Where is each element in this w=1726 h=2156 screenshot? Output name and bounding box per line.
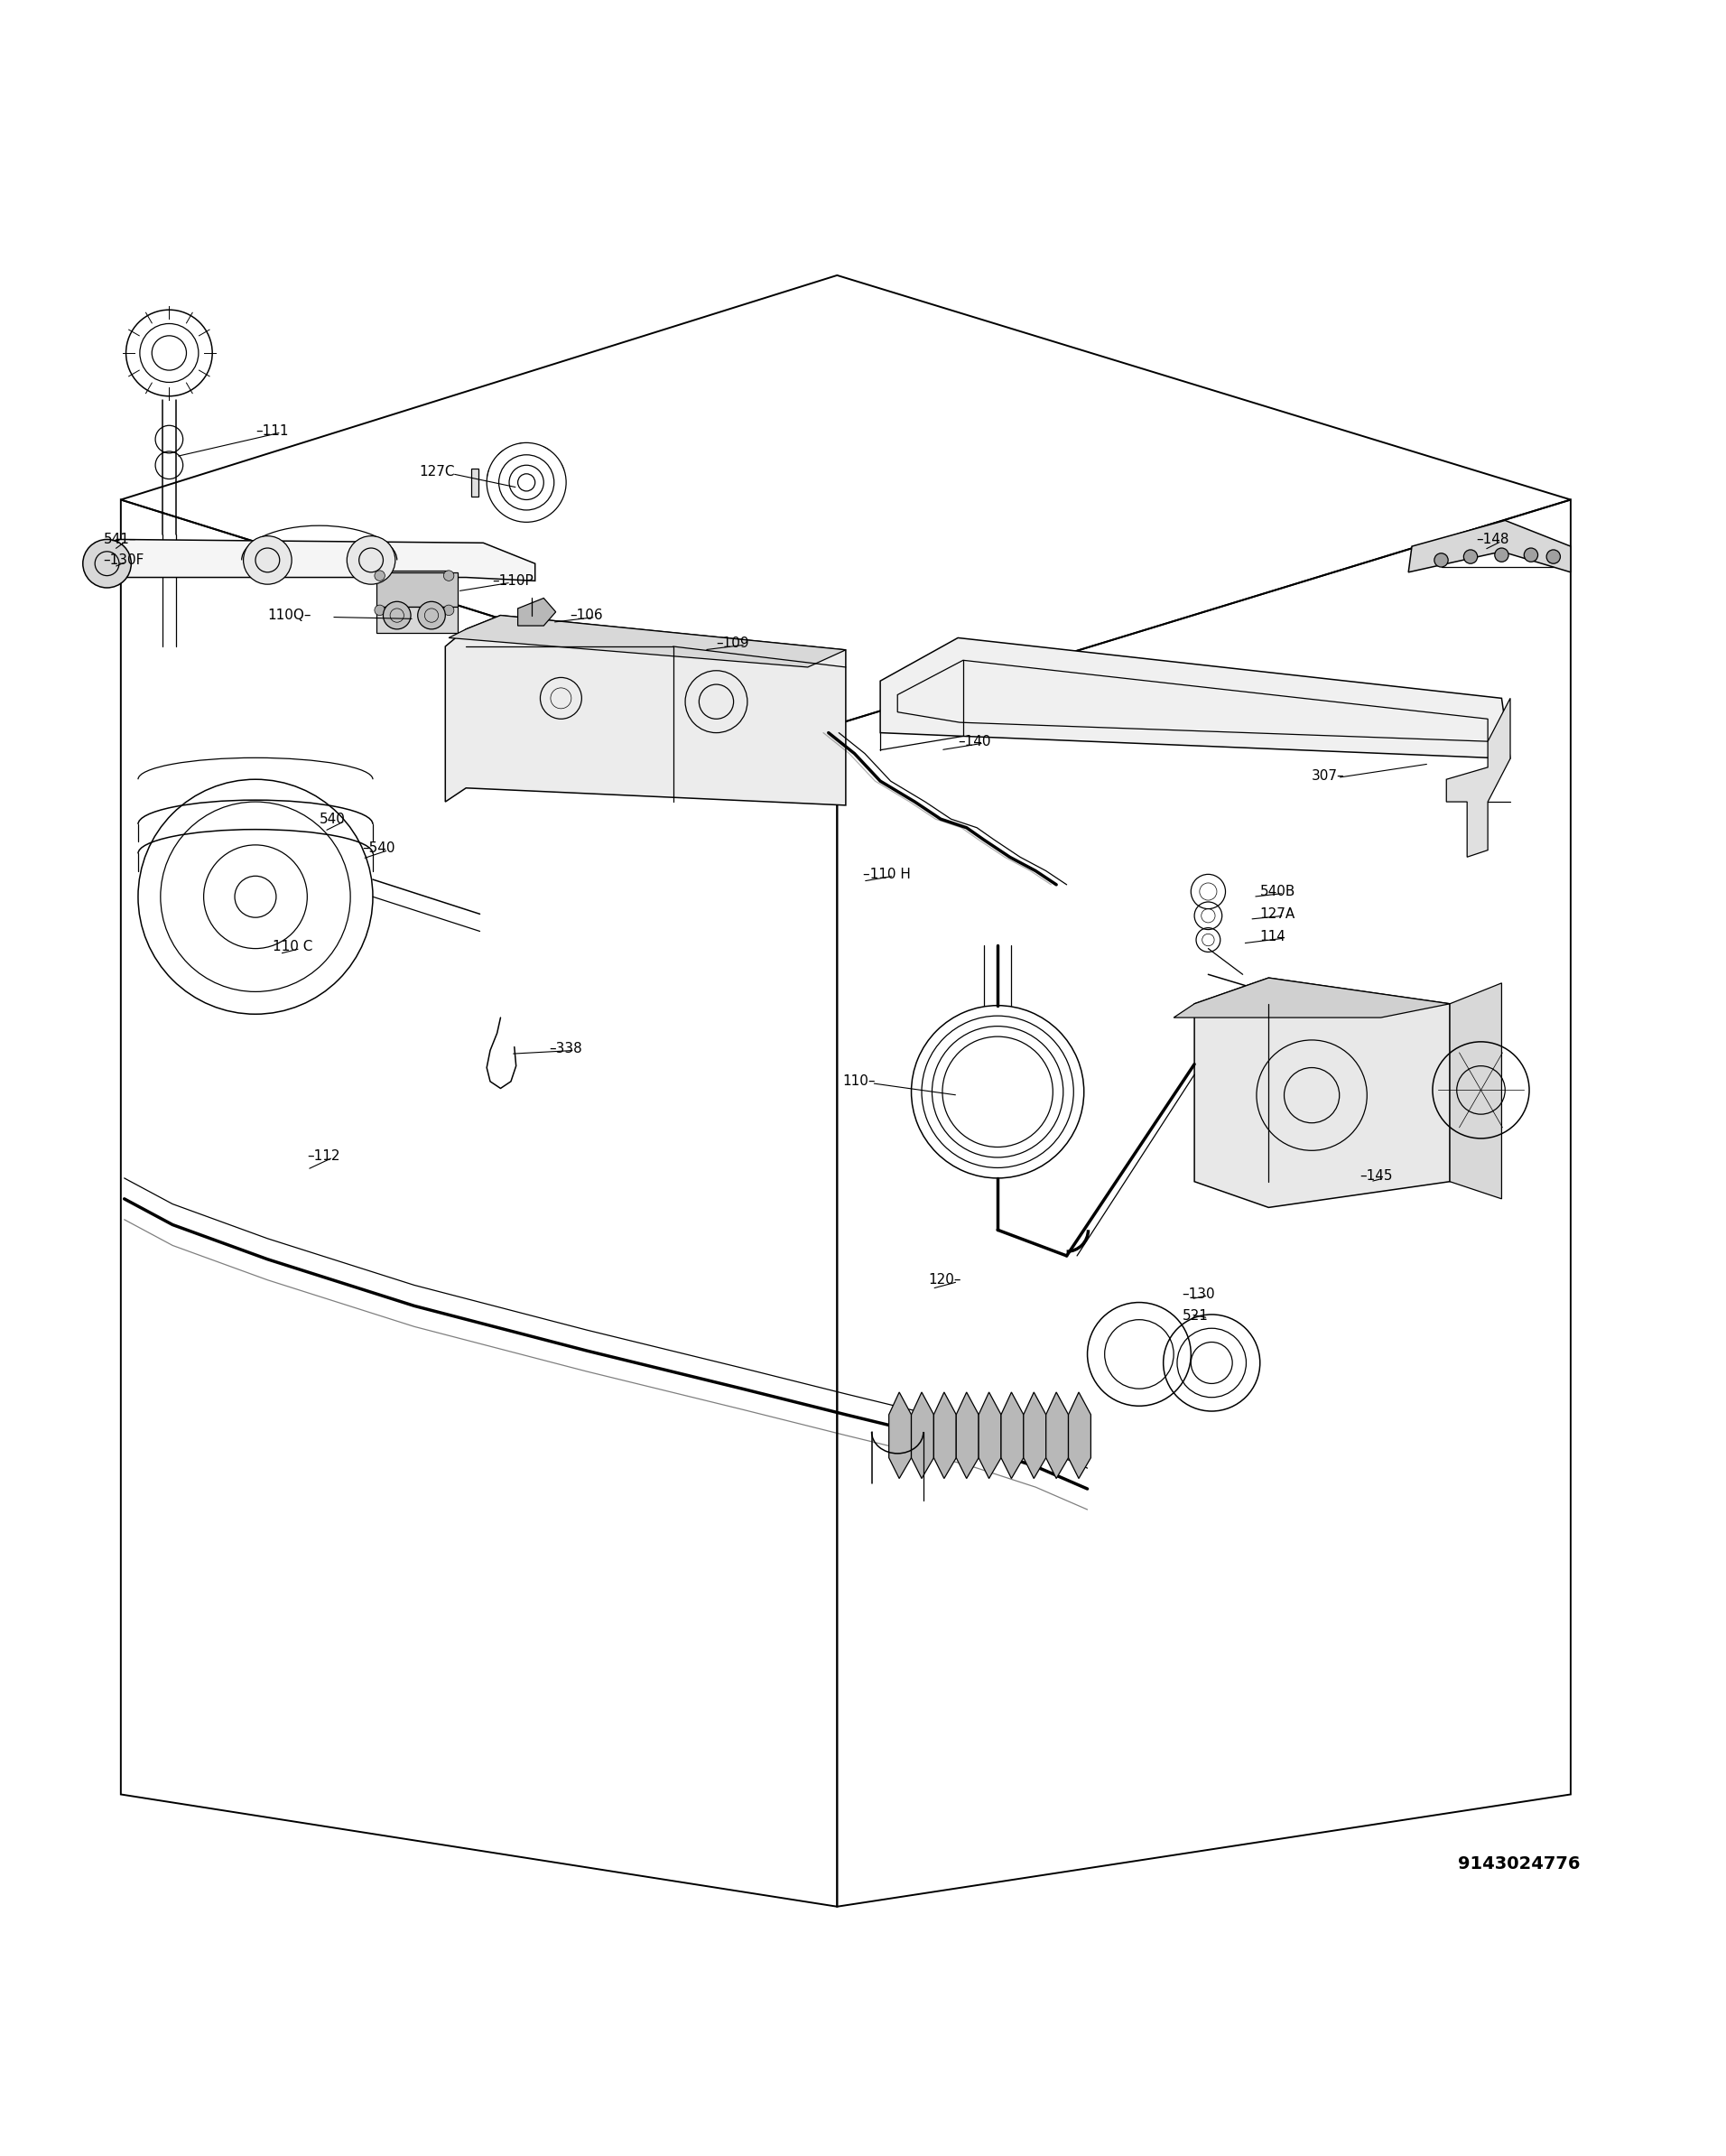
Circle shape (1546, 550, 1560, 563)
Circle shape (383, 602, 411, 630)
Polygon shape (979, 1393, 1001, 1479)
Polygon shape (380, 606, 449, 614)
Polygon shape (376, 571, 457, 606)
Text: 541–: 541– (104, 533, 136, 545)
Polygon shape (1408, 520, 1571, 571)
Text: 127C: 127C (419, 466, 456, 479)
Polygon shape (471, 468, 478, 496)
Text: –540: –540 (362, 841, 395, 856)
Text: –110P: –110P (492, 573, 533, 589)
Polygon shape (104, 539, 535, 580)
Text: 127A: 127A (1260, 908, 1296, 921)
Text: 540: 540 (319, 813, 345, 826)
Text: –112: –112 (307, 1149, 340, 1162)
Text: –110 H: –110 H (863, 867, 911, 882)
Text: 114: 114 (1260, 929, 1286, 942)
Polygon shape (376, 606, 457, 632)
Circle shape (243, 537, 292, 584)
Text: 521: 521 (1182, 1309, 1208, 1324)
Polygon shape (449, 614, 846, 666)
Circle shape (444, 571, 454, 580)
Text: –145: –145 (1360, 1169, 1393, 1184)
Polygon shape (1446, 699, 1510, 858)
Text: –111: –111 (255, 425, 288, 438)
Text: 307–: 307– (1312, 770, 1345, 783)
Polygon shape (1450, 983, 1502, 1199)
Polygon shape (445, 614, 846, 804)
Circle shape (1524, 548, 1538, 563)
Text: 110–: 110– (842, 1074, 875, 1089)
Text: 110Q–: 110Q– (268, 608, 311, 623)
Circle shape (1464, 550, 1477, 563)
Polygon shape (1046, 1393, 1068, 1479)
Text: –109: –109 (716, 636, 749, 649)
Polygon shape (934, 1393, 956, 1479)
Text: 9143024776: 9143024776 (1458, 1854, 1579, 1871)
Circle shape (1495, 548, 1509, 563)
Circle shape (1434, 554, 1448, 567)
Circle shape (444, 606, 454, 614)
Polygon shape (1174, 979, 1450, 1018)
Text: 110 C: 110 C (273, 940, 312, 953)
Circle shape (347, 537, 395, 584)
Circle shape (375, 571, 385, 580)
Text: –338: –338 (549, 1041, 582, 1056)
Circle shape (83, 539, 131, 589)
Polygon shape (1068, 1393, 1091, 1479)
Text: –106: –106 (570, 608, 602, 623)
Circle shape (375, 606, 385, 614)
Circle shape (418, 602, 445, 630)
Polygon shape (518, 597, 556, 625)
Text: –130F: –130F (104, 554, 145, 567)
Polygon shape (1024, 1393, 1046, 1479)
Polygon shape (1194, 979, 1450, 1207)
Text: –140: –140 (958, 735, 991, 748)
Text: 540B: 540B (1260, 884, 1296, 899)
Polygon shape (380, 571, 449, 580)
Polygon shape (956, 1393, 979, 1479)
Polygon shape (911, 1393, 934, 1479)
Text: 120–: 120– (929, 1274, 961, 1287)
Polygon shape (1001, 1393, 1024, 1479)
Text: –148: –148 (1476, 533, 1509, 545)
Polygon shape (880, 638, 1510, 759)
Text: –130: –130 (1182, 1287, 1215, 1300)
Polygon shape (889, 1393, 911, 1479)
